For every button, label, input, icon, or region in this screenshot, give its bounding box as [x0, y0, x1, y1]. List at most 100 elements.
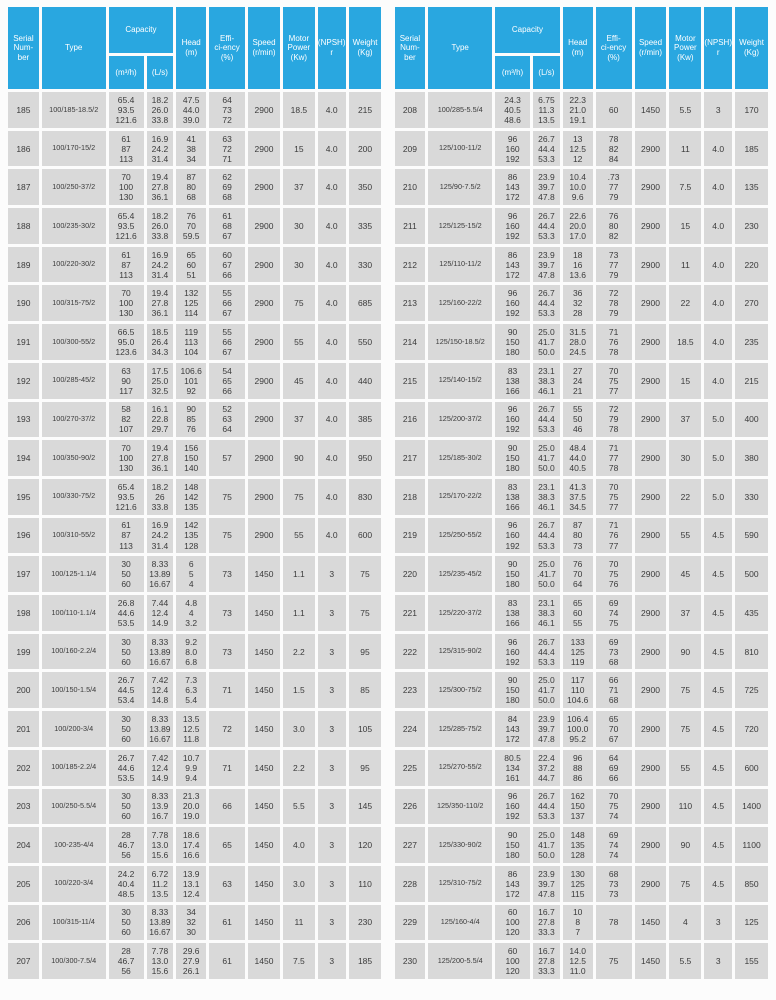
npsh-cell: 4.5 [704, 788, 733, 825]
serial-cell: 199 [8, 633, 39, 670]
serial-cell: 187 [8, 169, 39, 206]
m3h-cell: 30 50 60 [108, 904, 144, 941]
ls-cell: 7.78 13.0 15.6 [146, 943, 174, 979]
serial-cell: 207 [8, 943, 39, 979]
npsh-cell: 3 [704, 92, 733, 128]
eff-cell: 64 69 66 [595, 749, 632, 786]
type-cell: 100/250-37/2 [41, 169, 106, 206]
ls-cell: 26.7 44.4 53.3 [533, 517, 560, 554]
serial-cell: 221 [394, 595, 426, 631]
m3h-cell: 61 87 113 [108, 246, 144, 283]
weight-cell: 215 [735, 362, 768, 399]
head-cell: 41 38 34 [176, 130, 207, 167]
speed-cell: 1450 [248, 943, 280, 979]
serial-cell: 224 [394, 711, 426, 747]
ls-cell: 16.1 22.8 29.7 [146, 401, 174, 438]
speed-cell: 2900 [634, 633, 667, 670]
weight-cell: 550 [348, 324, 382, 360]
m3h-cell: 70 100 130 [108, 169, 144, 206]
m3h-cell: 63 90 117 [108, 362, 144, 399]
head-cell: 27 24 21 [562, 362, 593, 399]
type-cell: 100/235-30/2 [41, 208, 106, 244]
speed-cell: 2900 [634, 865, 667, 902]
m3h-cell: 84 143 172 [495, 711, 531, 747]
power-cell: 1.5 [282, 672, 315, 709]
head-cell: 29.6 27.9 26.1 [176, 943, 207, 979]
power-cell: 1.1 [282, 556, 315, 593]
npsh-cell: 4.0 [704, 169, 733, 206]
m3h-cell: 86 143 172 [495, 865, 531, 902]
serial-cell: 201 [8, 711, 39, 747]
column-header-speed: Speed (r/min) [248, 7, 280, 89]
ls-cell: 7.78 13.0 15.6 [146, 827, 174, 863]
serial-cell: 205 [8, 865, 39, 902]
m3h-cell: 30 50 60 [108, 711, 144, 747]
serial-cell: 209 [394, 130, 426, 167]
npsh-cell: 4.0 [704, 130, 733, 167]
ls-cell: 7.42 12.4 14.8 [146, 672, 174, 709]
m3h-cell: 65.4 93.5 121.6 [108, 208, 144, 244]
power-cell: 18.5 [669, 324, 702, 360]
power-cell: 75 [669, 711, 702, 747]
npsh-cell: 3 [317, 711, 346, 747]
head-cell: 22.6 20.0 17.0 [562, 208, 593, 244]
serial-cell: 213 [394, 285, 426, 322]
head-cell: 87 80 68 [176, 169, 207, 206]
eff-cell: 70 75 77 [595, 362, 632, 399]
ls-cell: 23.9 39.7 47.8 [533, 246, 560, 283]
speed-cell: 2900 [248, 440, 280, 476]
eff-cell: 61 [209, 943, 246, 979]
head-cell: 65 60 51 [176, 246, 207, 283]
ls-cell: 23.1 38.3 46.1 [533, 362, 560, 399]
type-cell: 125/315-90/2 [428, 633, 493, 670]
power-cell: 90 [669, 827, 702, 863]
serial-cell: 229 [394, 904, 426, 941]
type-cell: 125/300-75/2 [428, 672, 493, 709]
serial-cell: 215 [394, 362, 426, 399]
weight-cell: 215 [348, 92, 382, 128]
npsh-cell: 4.0 [317, 246, 346, 283]
column-header-ls: (L/s) [533, 56, 560, 89]
head-cell: 48.4 44.0 40.5 [562, 440, 593, 476]
eff-cell: 71 [209, 672, 246, 709]
power-cell: 15 [669, 362, 702, 399]
speed-cell: 2900 [248, 246, 280, 283]
type-cell: 100/110-1.1/4 [41, 595, 106, 631]
m3h-cell: 96 160 192 [495, 633, 531, 670]
speed-cell: 2900 [248, 92, 280, 128]
m3h-cell: 26.7 44.6 53.5 [108, 749, 144, 786]
m3h-cell: 66.5 95.0 123.6 [108, 324, 144, 360]
type-cell: 125/200-5.5/4 [428, 943, 493, 979]
npsh-cell: 4.0 [317, 478, 346, 515]
ls-cell: 16.9 24.2 31.4 [146, 517, 174, 554]
serial-cell: 226 [394, 788, 426, 825]
power-cell: 4 [669, 904, 702, 941]
m3h-cell: 28 46.7 56 [108, 827, 144, 863]
npsh-cell: 3 [317, 749, 346, 786]
ls-cell: 26.7 44.4 53.3 [533, 401, 560, 438]
serial-cell: 220 [394, 556, 426, 593]
npsh-cell: 3 [704, 943, 733, 979]
serial-cell: 227 [394, 827, 426, 863]
speed-cell: 1450 [634, 943, 667, 979]
speed-cell: 1450 [248, 633, 280, 670]
weight-cell: 185 [735, 130, 768, 167]
head-cell: 65 60 55 [562, 595, 593, 631]
eff-cell: 75 [209, 478, 246, 515]
power-cell: 45 [282, 362, 315, 399]
eff-cell: 63 [209, 865, 246, 902]
weight-cell: 235 [735, 324, 768, 360]
type-cell: 125/160-22/2 [428, 285, 493, 322]
ls-cell: 16.9 24.2 31.4 [146, 246, 174, 283]
head-cell: 36 32 28 [562, 285, 593, 322]
serial-cell: 206 [8, 904, 39, 941]
eff-cell: 63 72 71 [209, 130, 246, 167]
head-cell: 119 113 104 [176, 324, 207, 360]
serial-cell: 190 [8, 285, 39, 322]
weight-cell: 400 [735, 401, 768, 438]
column-header-type: Type [41, 7, 106, 89]
head-cell: 10 8 7 [562, 904, 593, 941]
eff-cell: 71 77 78 [595, 440, 632, 476]
speed-cell: 2900 [248, 362, 280, 399]
m3h-cell: 30 50 60 [108, 556, 144, 593]
